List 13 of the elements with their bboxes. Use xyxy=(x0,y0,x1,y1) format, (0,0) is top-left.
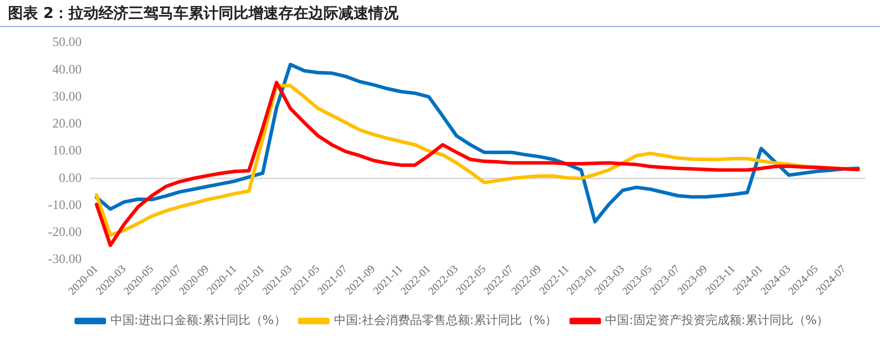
y-tick-label: -20.00 xyxy=(48,224,82,240)
legend-label: 中国:进出口金额:累计同比（%） xyxy=(110,313,286,328)
legend-label: 中国:固定资产投资完成额:累计同比（%） xyxy=(605,313,829,328)
y-tick-label: -10.00 xyxy=(48,196,82,212)
chart-title: 图表 2：拉动经济三驾马车累计同比增速存在边际减速情况 xyxy=(0,0,880,27)
legend-label: 中国:社会消费品零售总额:累计同比（%） xyxy=(334,313,558,328)
y-tick-label: 20.00 xyxy=(52,116,82,131)
y-tick-label: 0.00 xyxy=(58,170,82,185)
y-tick-label: 50.00 xyxy=(52,34,82,50)
y-tick-label: 10.00 xyxy=(52,142,82,158)
y-tick-label: 40.00 xyxy=(52,61,82,76)
y-tick-label: -30.00 xyxy=(48,251,82,266)
y-tick-label: 30.00 xyxy=(52,88,82,104)
